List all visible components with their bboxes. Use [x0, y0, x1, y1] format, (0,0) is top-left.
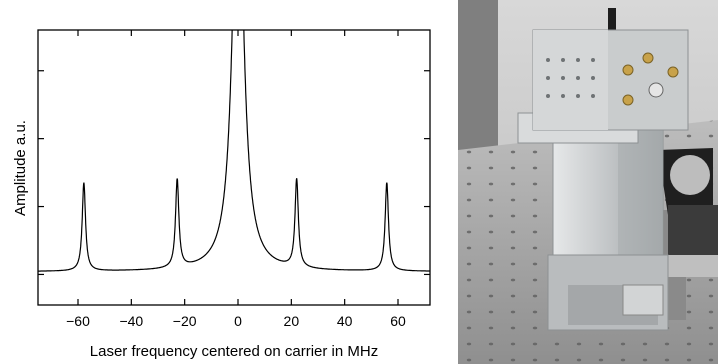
y-axis-label: Amplitude a.u. [12, 120, 29, 216]
x-axis-label: Laser frequency centered on carrier in M… [90, 343, 378, 360]
laser-module-photo [458, 0, 718, 364]
photo-illustration [458, 0, 718, 364]
x-tick-label: 20 [284, 313, 300, 329]
x-axis-tick-labels: −60 −40 −20 0 20 40 60 [66, 313, 406, 329]
plot-frame [37, 29, 431, 306]
spectrum-series-line [38, 30, 430, 272]
x-axis-ticks [77, 30, 399, 305]
y-axis-ticks [38, 70, 430, 276]
x-tick-label: −20 [173, 313, 197, 329]
x-tick-label: 40 [337, 313, 353, 329]
spectrum-chart: −60 −40 −20 0 20 40 60 Laser frequency centere… [12, 29, 431, 360]
x-tick-label: −60 [66, 313, 90, 329]
x-tick-label: 0 [234, 313, 242, 329]
x-tick-label: −40 [119, 313, 143, 329]
x-tick-label: 60 [390, 313, 406, 329]
